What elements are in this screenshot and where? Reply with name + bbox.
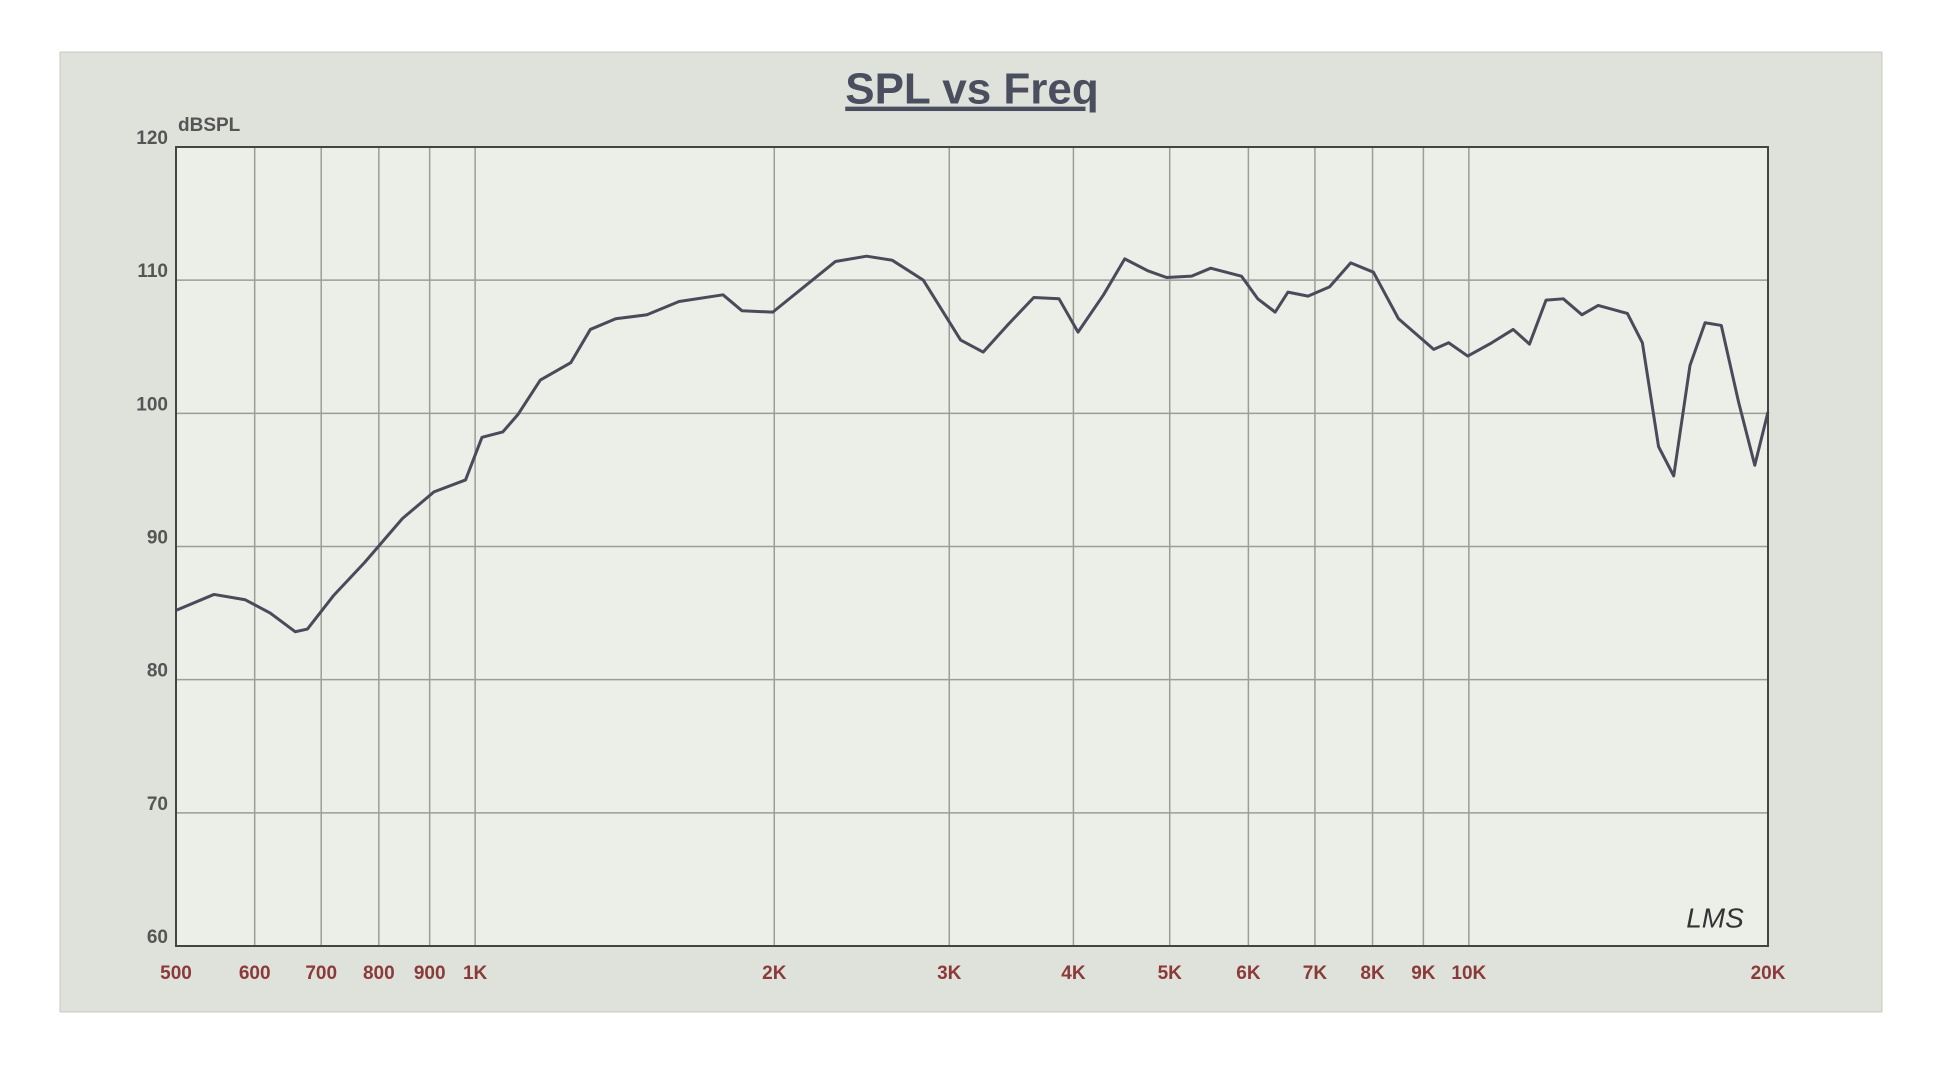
x-tick-label: 800: [363, 963, 395, 984]
y-tick-label: 110: [137, 261, 168, 282]
x-tick-label: 1K: [463, 963, 488, 984]
x-tick-label: 4K: [1061, 963, 1086, 984]
x-tick-label: 700: [305, 963, 337, 984]
y-tick-label: 90: [147, 528, 168, 549]
y-tick-label: 120: [136, 128, 168, 149]
x-tick-label: 6K: [1236, 963, 1261, 984]
x-tick-label: 8K: [1360, 963, 1385, 984]
data-line: [175, 254, 1770, 634]
y-tick-label: 60: [147, 927, 168, 948]
y-tick-label: 70: [147, 794, 168, 815]
annotation: LMS: [1686, 902, 1744, 933]
x-tick-label: 5K: [1158, 963, 1183, 984]
y-tick-label: 100: [136, 394, 168, 415]
x-tick-label: 2K: [762, 963, 787, 984]
x-tick-label: 10K: [1451, 963, 1486, 984]
x-tick-label: 9K: [1411, 963, 1436, 984]
y-axis-label: dBSPL: [178, 115, 241, 136]
x-tick-label: 3K: [937, 963, 962, 984]
x-tick-label: 20K: [1751, 963, 1786, 984]
plot-area: [175, 146, 1769, 947]
x-tick-label: 7K: [1303, 963, 1328, 984]
chart-title: SPL vs Freq: [845, 65, 1099, 114]
x-tick-label: 500: [160, 963, 192, 984]
y-tick-label: 80: [147, 661, 168, 682]
x-tick-label: 900: [414, 963, 446, 984]
x-tick-label: 600: [239, 963, 271, 984]
